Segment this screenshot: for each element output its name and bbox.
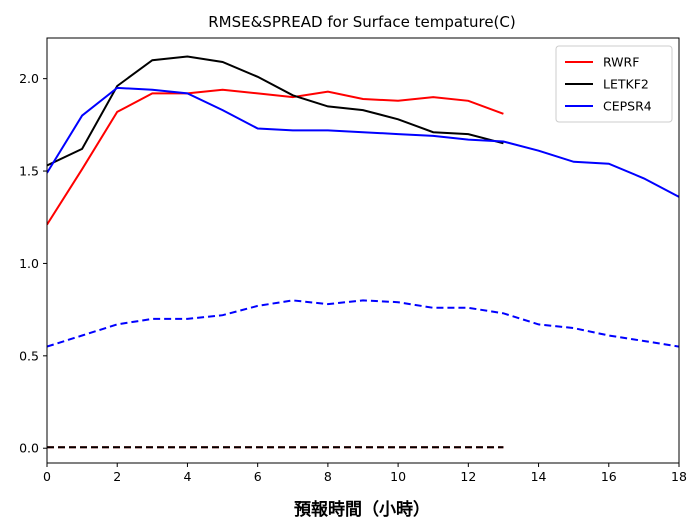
x-tick-label: 4 [183, 469, 191, 484]
x-tick-label: 2 [113, 469, 121, 484]
y-tick-label: 1.5 [19, 164, 39, 179]
x-tick-label: 18 [671, 469, 687, 484]
series-5-dashed-line [47, 299, 679, 348]
series-lines [47, 55, 679, 449]
x-tick-label: 12 [460, 469, 476, 484]
rwrf-line [47, 88, 504, 226]
y-tick-label: 1.0 [19, 256, 39, 271]
y-axis: 0.0 0.5 1.0 1.5 2.0 [19, 71, 47, 456]
y-tick-label: 0.5 [19, 348, 39, 363]
cepsr4-line [47, 86, 679, 198]
legend-label-rwrf: RWRF [603, 55, 639, 70]
x-tick-label: 10 [390, 469, 406, 484]
y-tick-label: 0.0 [19, 441, 39, 456]
plot-area [46, 37, 680, 464]
x-tick-label: 16 [601, 469, 617, 484]
legend-label-letkf2: LETKF2 [603, 77, 649, 92]
letkf2-line [47, 55, 504, 167]
x-tick-label: 0 [43, 469, 51, 484]
x-tick-label: 6 [254, 469, 262, 484]
chart-title: RMSE&SPREAD for Surface tempature(C) [208, 13, 515, 31]
plot-frame [46, 37, 680, 464]
x-tick-label: 8 [324, 469, 332, 484]
x-axis: 0 2 4 6 8 10 12 14 16 18 [43, 463, 687, 484]
x-axis-label: 預報時間（小時） [294, 499, 430, 520]
x-tick-label: 14 [531, 469, 547, 484]
y-tick-label: 2.0 [19, 71, 39, 86]
legend-label-cepsr4: CEPSR4 [603, 99, 652, 114]
legend-box [555, 45, 673, 123]
legend: RWRF LETKF2 CEPSR4 [555, 45, 673, 123]
